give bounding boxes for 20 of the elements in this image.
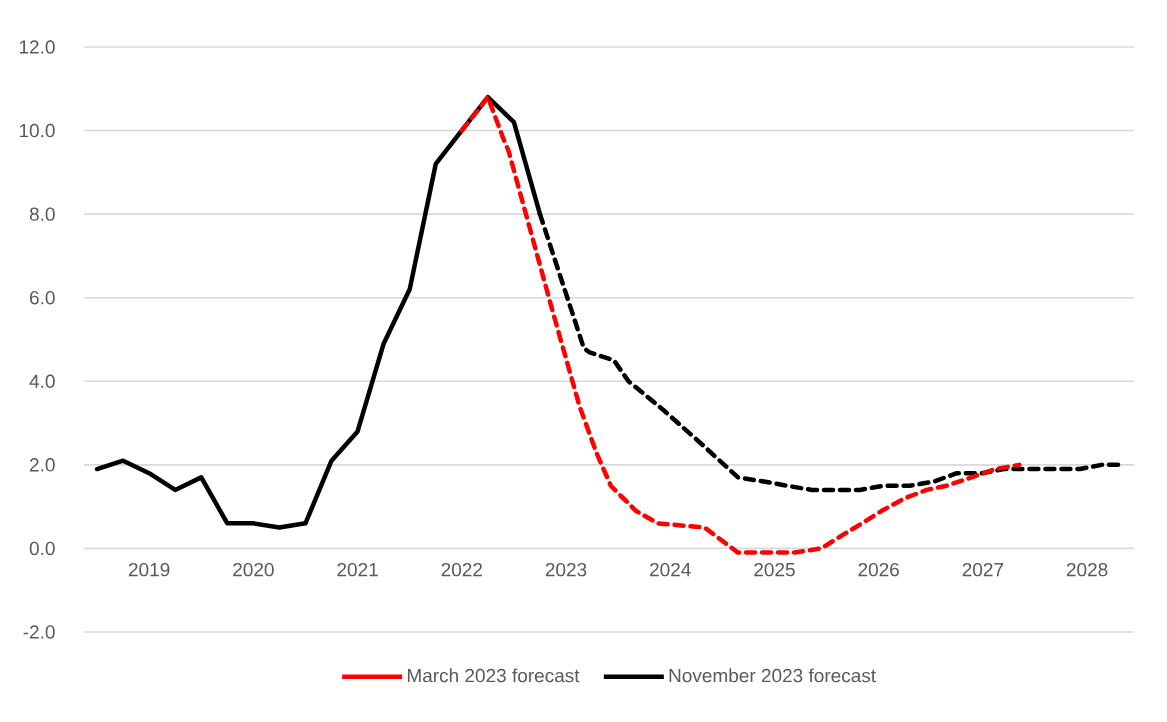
legend-label: March 2023 forecast [407,668,580,683]
x-tick-label: 2024 [650,562,691,577]
x-tick-label: 2021 [337,562,378,577]
y-tick-label: 4.0 [29,374,55,388]
y-tick-label: 8.0 [29,207,55,221]
y-tick-label: 6.0 [30,290,55,305]
y-tick-label: 0.0 [29,541,55,556]
legend-label: November 2023 forecast [669,668,876,683]
x-tick-label: 2027 [962,562,1004,577]
x-tick-label: 2019 [128,562,170,577]
x-tick-label: 2022 [441,562,482,577]
y-tick-label: 10.0 [19,123,55,138]
x-tick-label: 2023 [545,562,587,577]
y-tick-label: 2.0 [30,458,55,472]
x-tick-label: 2020 [233,562,274,577]
y-tick-label: 12.0 [19,40,55,54]
x-tick-label: 2028 [1066,562,1108,577]
x-tick-label: 2026 [858,562,899,577]
y-tick-label: -2.0 [23,625,55,639]
x-tick-label: 2025 [754,562,795,577]
